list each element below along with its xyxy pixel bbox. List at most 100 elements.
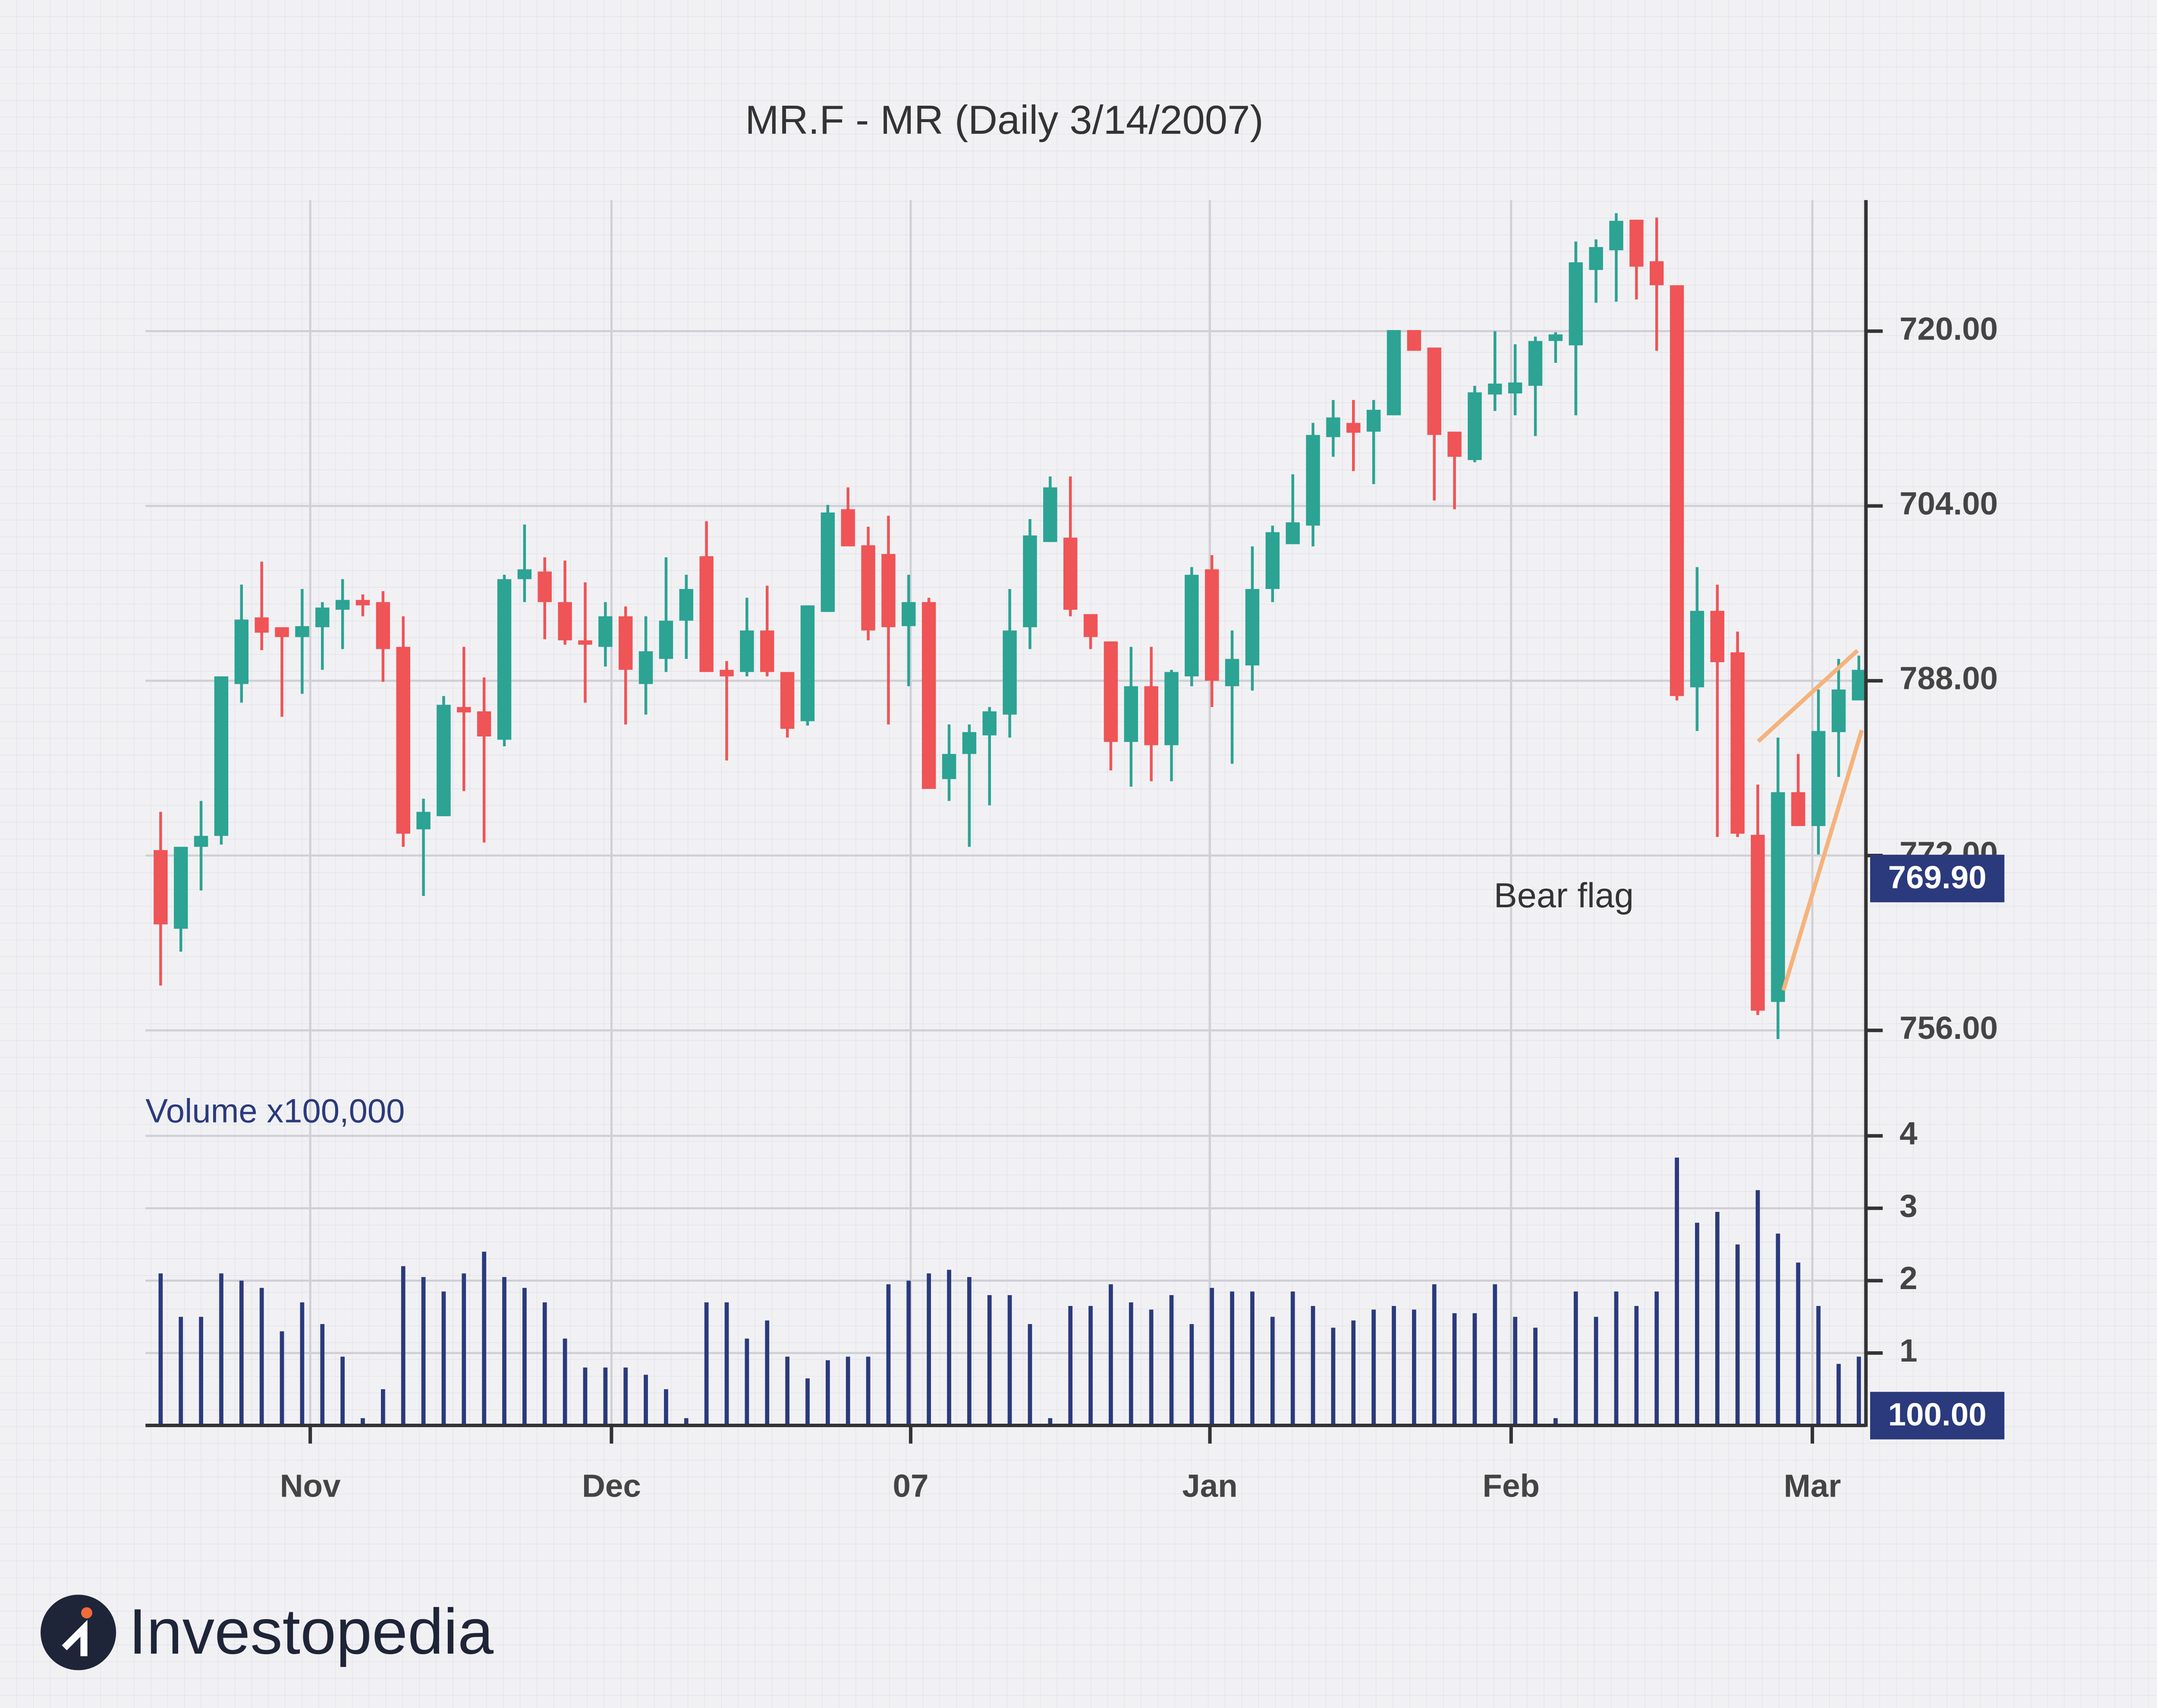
volume-bar [462,1273,466,1425]
y-tick-label: 3 [1899,1187,1917,1224]
y-tick-label: 1 [1899,1332,1917,1368]
candle-body [517,569,532,579]
candle-body [1185,575,1199,676]
volume-bar [1452,1313,1457,1425]
candle-body [1650,261,1664,286]
last-price-label: 769.90 [1888,859,1987,895]
candle-body [1407,330,1421,351]
volume-bar [1654,1291,1659,1425]
candle-body [881,554,896,627]
candle-body [1852,670,1866,701]
volume-bar [704,1302,709,1425]
volume-bar [1210,1288,1214,1425]
volume-bar [785,1356,789,1425]
volume-bar [1068,1306,1073,1425]
volume-bar [259,1288,264,1425]
candle-body [1366,409,1381,432]
candle-body [1447,431,1462,457]
volume-bar [1513,1317,1518,1425]
candle-body [255,617,269,633]
volume-bar [502,1277,506,1425]
volume-bar [340,1356,345,1425]
candle-body [740,630,754,672]
x-tick-label: Nov [280,1468,341,1504]
x-tick-label: Dec [582,1468,641,1504]
volume-bar [825,1360,830,1425]
candle-body [558,602,572,641]
volume-bar [1149,1309,1154,1425]
candle-body [821,512,835,612]
candle-body [1286,522,1300,544]
volume-bar [1392,1306,1396,1425]
volume-bar [179,1317,183,1425]
candle-body [1427,347,1441,435]
candle-body [1326,417,1340,437]
x-tick-label: Feb [1483,1468,1540,1504]
volume-bar [1695,1223,1699,1425]
candle-body [942,754,956,779]
candle-body [1003,630,1017,715]
volume-bar [380,1389,385,1425]
candle-body [477,711,491,737]
candle-body [1751,834,1765,1011]
candle-body [1548,334,1563,341]
grid [145,200,1866,1425]
y-tick-label: 756.00 [1899,1010,1998,1046]
candle-body [1468,392,1482,460]
last-price-marker [1870,855,2005,903]
candle-body [355,600,370,606]
candle-body [1063,538,1078,610]
candle-body [1265,532,1280,589]
volume-bar [441,1291,446,1425]
candle-body [1488,384,1502,395]
candle-body [1730,652,1745,834]
volume-bar [239,1280,244,1425]
volume-bar [1573,1291,1578,1425]
candle-body [1245,589,1260,666]
volume-bar [1836,1364,1841,1425]
volume-bar [684,1418,689,1425]
volume-bar [563,1338,567,1425]
candle-body [1690,610,1704,688]
volume-marker [1870,1392,2005,1440]
candle-body [902,602,916,626]
volume-bar [1331,1327,1336,1425]
volume-bar [1028,1324,1032,1425]
candle-body [921,602,936,789]
candle-body [1629,220,1644,267]
candle-body [1043,487,1057,542]
candle-body [1508,382,1522,393]
volume-bar [1290,1291,1295,1425]
volume-bar [623,1367,628,1425]
candle-body [1831,689,1846,732]
candle-body [497,579,512,740]
volume-bar [421,1277,426,1425]
flag-line [1781,730,1864,991]
volume-bar [987,1295,992,1425]
candle-body [1589,247,1603,270]
candle-body [174,846,188,929]
volume-bar [1048,1418,1053,1425]
candle-body [214,676,229,836]
volume-bar [482,1252,487,1425]
candle-body [1811,731,1826,826]
volume-bar [1230,1291,1234,1425]
volume-bar [1007,1295,1012,1425]
y-tick-label: 788.00 [1899,660,1998,696]
candle-body [1387,330,1401,415]
volume-bar [280,1331,284,1425]
volume-bar [1816,1306,1821,1425]
candle-body [154,850,168,925]
candle-body [1791,792,1805,826]
volume-bar [320,1324,325,1425]
y-tick-label: 704.00 [1899,485,1998,521]
candle-body [335,600,350,610]
logo-icon-dot [81,1607,92,1619]
volume-bar [644,1375,648,1425]
volume-bar [805,1378,810,1425]
candle-body [1346,423,1361,433]
candle-body [982,711,997,736]
candle-body [376,602,390,649]
